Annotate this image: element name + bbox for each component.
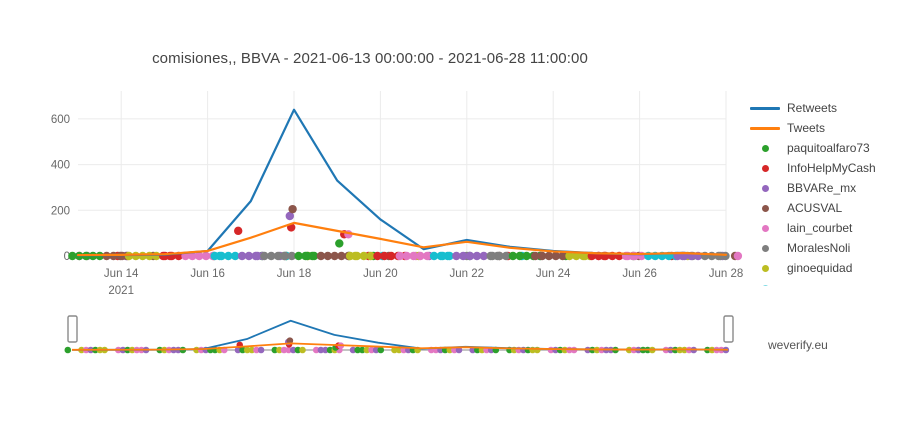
legend-item-label: MoralesNoli: [787, 241, 851, 255]
legend-item-label: BBVARe_mx: [787, 181, 857, 195]
legend-item-label: Tweets: [787, 121, 826, 135]
gridlines: [78, 91, 727, 257]
x-axis-ticks: Jun 14 2021 Jun 16 Jun 18 Jun 20 Jun 22 Jun 24…: [104, 268, 743, 297]
svg-text:Jun 14: Jun 14: [104, 268, 139, 280]
legend-dot-icon: [748, 264, 782, 272]
svg-text:200: 200: [51, 205, 70, 217]
legend-item-moralesnoli[interactable]: MoralesNoli: [748, 238, 900, 258]
svg-text:Jun 24: Jun 24: [536, 268, 571, 280]
range-slider-handle-right[interactable]: [723, 315, 734, 343]
range-slider-handle-left[interactable]: [67, 315, 78, 343]
legend-line-icon: [748, 106, 782, 110]
svg-text:Jun 20: Jun 20: [363, 268, 398, 280]
legend-marker-icon: [748, 284, 782, 286]
svg-text:600: 600: [51, 114, 70, 126]
legend-line-icon: [748, 126, 782, 130]
legend-item-infohelpmycash[interactable]: InfoHelpMyCash: [748, 158, 900, 178]
legend-item-paquitoalfaro73[interactable]: paquitoalfaro73: [748, 138, 900, 158]
legend-clipped-row: [748, 278, 900, 286]
legend-item-label: lain_courbet: [787, 221, 853, 235]
legend-item-label: ACUSVAL: [787, 201, 843, 215]
legend-dot-icon: [748, 164, 782, 172]
range-slider[interactable]: [64, 315, 734, 354]
legend-item-label: ginoequidad: [787, 261, 853, 275]
legend-item-label: InfoHelpMyCash: [787, 161, 876, 175]
svg-text:0: 0: [64, 251, 70, 263]
chart-title: comisiones,, BBVA - 2021-06-13 00:00:00 …: [152, 50, 588, 67]
legend-dot-icon: [748, 204, 782, 212]
y-axis-ticks: 0 200 400 600: [51, 114, 70, 263]
legend-dot-icon: [748, 184, 782, 192]
legend-dot-icon: [748, 144, 782, 152]
legend-dot-icon: [748, 244, 782, 252]
legend-item-label: Retweets: [787, 101, 838, 115]
legend: Retweets Tweets paquitoalfaro73 InfoHelpMyC…: [748, 98, 900, 286]
legend-item-lain_courbet[interactable]: lain_courbet: [748, 218, 900, 238]
legend-item-retweets[interactable]: Retweets: [748, 98, 900, 118]
watermark: weverify.eu: [768, 338, 828, 352]
legend-dot-icon: [748, 224, 782, 232]
svg-text:Jun 26: Jun 26: [622, 268, 657, 280]
legend-item-tweets[interactable]: Tweets: [748, 118, 900, 138]
scatter-points-layer: [68, 204, 743, 261]
svg-text:Jun 22: Jun 22: [450, 268, 485, 280]
legend-item-bbvare_mx[interactable]: BBVARe_mx: [748, 178, 900, 198]
svg-text:Jun 18: Jun 18: [277, 268, 312, 280]
svg-text:Jun 16: Jun 16: [190, 268, 225, 280]
svg-text:400: 400: [51, 160, 70, 172]
legend-item-ginoequidad[interactable]: ginoequidad: [748, 258, 900, 278]
svg-text:Jun 28: Jun 28: [709, 268, 744, 280]
line-series-layer: [76, 108, 728, 257]
legend-item-label: paquitoalfaro73: [787, 141, 870, 155]
legend-item-acusval[interactable]: ACUSVAL: [748, 198, 900, 218]
svg-text:2021: 2021: [108, 285, 134, 297]
